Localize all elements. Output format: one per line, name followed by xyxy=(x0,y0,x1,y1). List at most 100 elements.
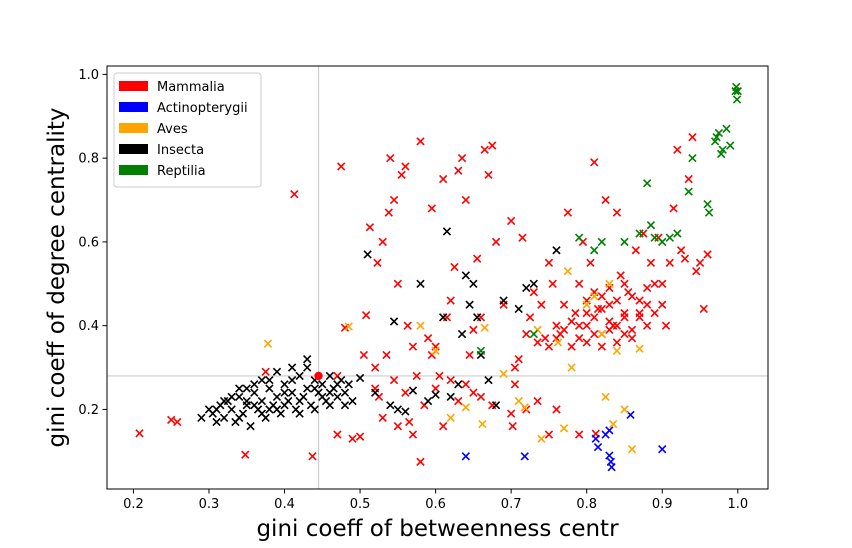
data-point xyxy=(605,451,614,460)
data-point xyxy=(590,158,599,167)
data-point xyxy=(397,170,406,180)
data-point xyxy=(469,388,478,397)
data-point xyxy=(712,133,721,142)
data-point xyxy=(608,419,618,429)
data-point xyxy=(272,367,282,376)
data-point xyxy=(548,279,557,288)
data-point xyxy=(446,392,455,402)
data-point xyxy=(540,334,550,343)
data-point xyxy=(461,195,470,205)
data-point xyxy=(344,322,353,331)
data-point xyxy=(261,367,270,376)
data-point xyxy=(265,405,274,414)
data-point xyxy=(642,179,652,188)
data-point xyxy=(480,323,489,332)
data-point xyxy=(646,220,656,230)
highlight-point xyxy=(314,371,323,381)
data-point xyxy=(416,137,425,146)
data-point xyxy=(435,371,444,381)
data-point xyxy=(423,334,433,343)
data-point xyxy=(287,363,297,372)
data-point xyxy=(627,292,637,301)
data-point xyxy=(684,187,693,196)
data-point xyxy=(529,279,538,288)
data-point xyxy=(461,380,470,389)
legend-box xyxy=(113,72,262,188)
data-point xyxy=(699,304,708,314)
data-point xyxy=(642,300,652,309)
data-point xyxy=(597,329,606,339)
data-point xyxy=(480,145,489,154)
data-point xyxy=(620,237,629,247)
data-point xyxy=(612,208,622,217)
data-point xyxy=(597,342,606,351)
data-point xyxy=(257,375,267,385)
data-point xyxy=(676,246,686,255)
data-point xyxy=(627,334,637,343)
data-point xyxy=(446,413,455,422)
data-point xyxy=(533,338,542,347)
data-point xyxy=(574,233,584,242)
y-tick-label: 0.8 xyxy=(78,152,99,167)
data-point xyxy=(173,417,182,427)
data-point xyxy=(514,355,523,364)
data-point xyxy=(450,262,459,272)
x-tick-label: 0.5 xyxy=(350,497,371,512)
data-point xyxy=(567,317,576,326)
y-tick-label: 0.4 xyxy=(78,319,99,334)
data-point xyxy=(384,208,393,217)
data-point xyxy=(439,422,448,431)
legend-label: Insecta xyxy=(157,143,204,158)
data-point xyxy=(403,321,412,330)
data-point xyxy=(635,344,644,353)
x-tick-label: 0.6 xyxy=(425,497,446,512)
data-point xyxy=(642,283,652,293)
data-point xyxy=(272,405,282,414)
data-point xyxy=(333,392,342,402)
y-axis-ticks: 0.2 0.4 0.6 0.8 1.0 xyxy=(78,68,107,418)
legend-label: Actinopterygii xyxy=(157,101,248,116)
data-point xyxy=(412,371,421,381)
data-point xyxy=(303,363,312,372)
data-point xyxy=(454,166,463,175)
data-point xyxy=(605,279,614,288)
data-point xyxy=(408,386,418,395)
data-point xyxy=(310,384,319,393)
data-point xyxy=(552,405,561,414)
data-point xyxy=(280,388,289,397)
data-point xyxy=(627,325,637,335)
data-point xyxy=(295,396,304,406)
data-point xyxy=(408,342,418,351)
data-point xyxy=(431,390,440,399)
data-point xyxy=(506,409,516,418)
data-point xyxy=(590,329,599,339)
data-point xyxy=(733,86,742,96)
data-point xyxy=(620,329,629,339)
legend-swatch xyxy=(119,81,148,91)
data-point xyxy=(386,153,395,163)
data-point xyxy=(373,258,382,268)
data-point xyxy=(732,95,742,104)
data-point xyxy=(454,396,463,406)
data-point xyxy=(703,200,712,209)
data-point xyxy=(726,141,735,150)
data-point xyxy=(408,430,418,439)
data-point xyxy=(303,355,312,364)
data-point xyxy=(620,405,629,414)
y-tick-label: 1.0 xyxy=(78,68,99,83)
data-point xyxy=(461,403,470,412)
data-point xyxy=(303,384,312,393)
data-point xyxy=(442,227,452,236)
data-point xyxy=(514,304,523,314)
data-point xyxy=(612,346,622,355)
data-point xyxy=(695,258,705,268)
data-point xyxy=(478,419,487,429)
data-point xyxy=(427,204,436,213)
data-point xyxy=(601,195,610,205)
data-point xyxy=(635,308,644,318)
data-point xyxy=(272,392,282,402)
data-point xyxy=(635,229,644,238)
data-point xyxy=(650,279,659,288)
data-point xyxy=(393,405,403,414)
data-point xyxy=(591,434,600,443)
